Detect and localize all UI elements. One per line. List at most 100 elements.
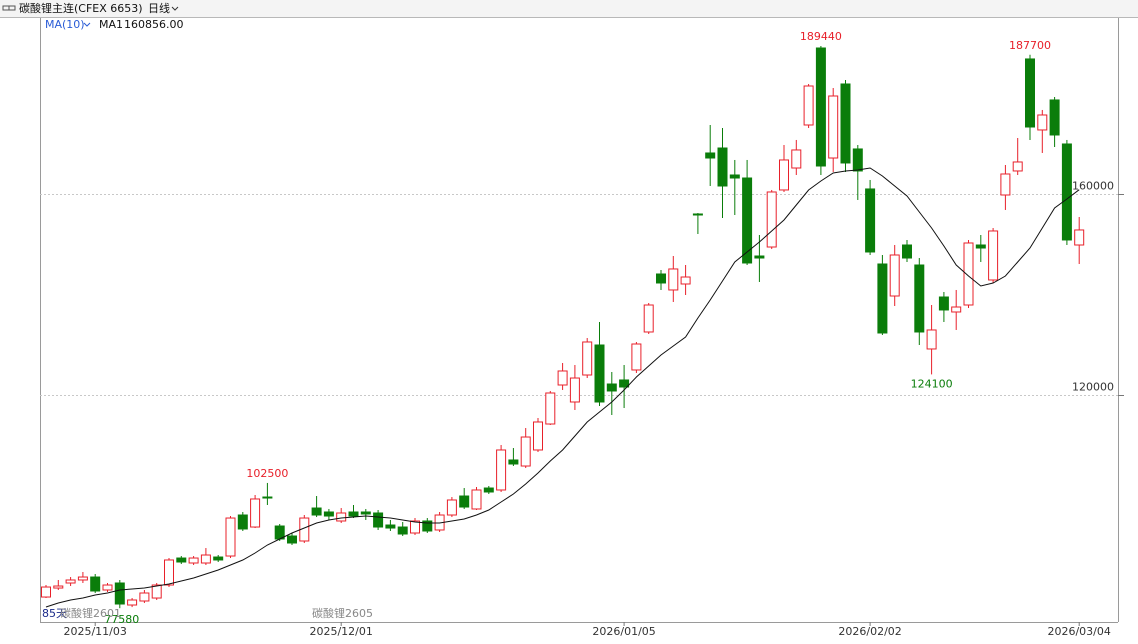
candle-body — [164, 559, 174, 586]
candle-body — [65, 579, 76, 584]
candle-body — [176, 557, 187, 563]
candle-body — [483, 487, 494, 493]
symbol-title[interactable]: 碳酸锂主连(CFEX 6653) — [19, 1, 143, 15]
x-tick-label: 2026/02/02 — [838, 625, 901, 638]
extreme-label: 102500 — [246, 467, 288, 480]
candle-body — [237, 514, 248, 530]
x-tick-label: 2026/01/05 — [592, 625, 655, 638]
candle-body — [1025, 58, 1035, 128]
ma-line — [45, 167, 1080, 608]
candle-body — [496, 449, 507, 491]
candle-body — [803, 85, 814, 126]
candle-body — [545, 392, 556, 425]
candle-body — [717, 147, 728, 187]
candle-body — [643, 304, 654, 333]
candle-body — [692, 213, 703, 216]
candle-body — [213, 556, 224, 561]
x-tick-label: 2025/11/03 — [63, 625, 126, 638]
candle-body — [606, 383, 617, 392]
candle-body — [754, 255, 765, 259]
candle-body — [360, 511, 371, 515]
candle-body — [926, 329, 937, 350]
candle-body — [877, 263, 888, 334]
candle-body — [582, 341, 593, 376]
candle-body — [951, 306, 962, 313]
extreme-label: 77580 — [104, 613, 139, 626]
candle-body — [852, 148, 863, 172]
candle-body — [705, 152, 716, 159]
candle-body — [619, 379, 630, 388]
candle-body — [815, 47, 826, 167]
candle-body — [422, 520, 433, 532]
contract-annotation: 碳酸锂2605 — [312, 606, 373, 620]
candle-body — [151, 584, 162, 599]
candle-body — [1000, 173, 1011, 196]
candle-body — [373, 512, 384, 528]
candle-body — [594, 344, 605, 403]
candles — [41, 46, 1085, 609]
candle-body — [508, 459, 519, 465]
candle-body — [287, 535, 297, 544]
candle-body — [656, 273, 666, 284]
candle-body — [90, 576, 101, 592]
candle-body — [889, 254, 900, 297]
candle-body — [1061, 143, 1072, 241]
candle-body — [975, 244, 986, 249]
candle-body — [569, 377, 580, 403]
candle-body — [865, 188, 876, 253]
y-tick-label: 120000 — [1072, 381, 1114, 394]
candle-body — [1037, 114, 1048, 131]
candle-body — [791, 149, 802, 169]
period-selector[interactable]: 日线 — [148, 1, 170, 15]
candle-body — [680, 276, 691, 285]
candle-body — [914, 264, 925, 333]
x-tick-label: 2026/03/04 — [1047, 625, 1110, 638]
candle-body — [262, 496, 273, 499]
candle-body — [471, 489, 482, 510]
candle-body — [385, 524, 396, 529]
candle-body — [41, 586, 51, 598]
candle-body — [77, 576, 88, 581]
candle-body — [225, 517, 236, 557]
candle-body — [520, 436, 531, 467]
candle-body — [323, 511, 334, 517]
x-tick-label: 2025/12/01 — [309, 625, 372, 638]
ma-legend-name[interactable]: MA(10) — [45, 18, 85, 31]
candle-body — [742, 177, 753, 264]
candle-body — [533, 421, 543, 451]
candle-body — [188, 557, 199, 564]
candle-body — [250, 498, 261, 528]
candle-body — [963, 242, 974, 306]
contract-annotation: 85天 — [42, 607, 67, 620]
extreme-label: 189440 — [800, 30, 842, 43]
candle-body — [729, 174, 740, 179]
ma-legend-value: 160856.00 — [124, 18, 184, 31]
candle-body — [53, 585, 64, 589]
candle-body — [938, 296, 949, 311]
candle-body — [840, 83, 851, 164]
symbol-icon — [2, 5, 16, 11]
candle-body — [779, 159, 789, 191]
extreme-label: 187700 — [1009, 39, 1051, 52]
candle-body — [1049, 99, 1060, 136]
candle-body — [311, 507, 322, 516]
candle-body — [336, 512, 347, 522]
candle-body — [668, 268, 679, 291]
extreme-label: 124100 — [911, 377, 953, 390]
candle-body — [446, 499, 457, 516]
candle-body — [828, 95, 839, 159]
candle-body — [557, 370, 568, 386]
ma-legend-chevron[interactable] — [83, 22, 91, 27]
candle-body — [114, 582, 125, 605]
candle-body — [902, 244, 912, 259]
candle-body — [459, 495, 470, 508]
y-tick-label: 160000 — [1072, 180, 1114, 193]
ma-legend-line-name: MA1 — [99, 18, 123, 31]
candle-body — [988, 230, 999, 281]
candle-body — [1012, 161, 1023, 172]
candle-body — [348, 511, 359, 517]
period-chevron[interactable] — [171, 6, 179, 11]
candle-body — [102, 584, 113, 591]
